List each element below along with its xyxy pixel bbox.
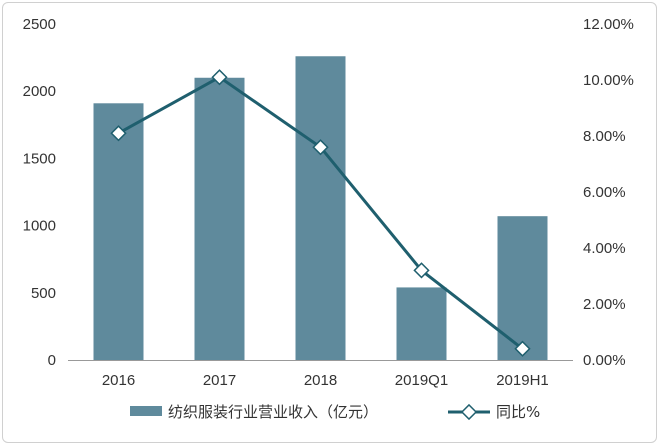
legend: 纺织服装行业营业收入（亿元） 同比% bbox=[130, 403, 540, 421]
bar-series bbox=[93, 56, 548, 361]
right-tick-label: 8.00% bbox=[583, 128, 626, 145]
bar bbox=[497, 216, 548, 360]
right-tick-label: 6.00% bbox=[583, 184, 626, 201]
x-tick-label: 2017 bbox=[203, 372, 236, 389]
right-tick-label: 12.00% bbox=[583, 16, 634, 33]
right-axis-ticks: 0.00% 2.00% 4.00% 6.00% 8.00% 10.00% 12.00% bbox=[583, 16, 634, 369]
x-tick-label: 2018 bbox=[304, 372, 337, 389]
bar bbox=[194, 77, 245, 360]
bar bbox=[93, 103, 144, 361]
line-point bbox=[211, 69, 228, 86]
legend-line-marker bbox=[460, 403, 478, 421]
left-tick-label: 2500 bbox=[23, 16, 56, 33]
right-tick-label: 2.00% bbox=[583, 296, 626, 313]
line-point bbox=[110, 125, 127, 142]
left-tick-label: 0 bbox=[48, 352, 56, 369]
left-tick-label: 500 bbox=[31, 285, 56, 302]
legend-bar-label: 纺织服装行业营业收入（亿元） bbox=[168, 403, 378, 421]
right-tick-label: 10.00% bbox=[583, 72, 634, 89]
left-tick-label: 1000 bbox=[23, 218, 56, 235]
x-tick-label: 2016 bbox=[102, 372, 135, 389]
x-tick-label: 2019Q1 bbox=[395, 372, 448, 389]
line-point bbox=[514, 340, 531, 357]
x-axis-ticks: 2016 2017 2018 2019Q1 2019H1 bbox=[102, 372, 549, 389]
x-tick-label: 2019H1 bbox=[496, 372, 549, 389]
right-tick-label: 4.00% bbox=[583, 240, 626, 257]
right-tick-label: 0.00% bbox=[583, 352, 626, 369]
line-point bbox=[413, 262, 430, 279]
legend-line-label: 同比% bbox=[496, 403, 540, 421]
bar bbox=[295, 56, 346, 360]
left-axis-ticks: 0 500 1000 1500 2000 2500 bbox=[23, 16, 56, 369]
line-point bbox=[312, 139, 329, 156]
line-series bbox=[110, 69, 531, 357]
left-tick-label: 2000 bbox=[23, 83, 56, 100]
legend-bar-swatch bbox=[130, 406, 162, 416]
bar bbox=[396, 287, 447, 360]
left-tick-label: 1500 bbox=[23, 150, 56, 167]
